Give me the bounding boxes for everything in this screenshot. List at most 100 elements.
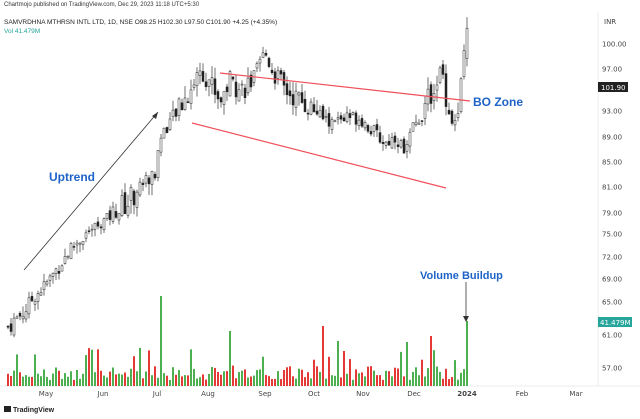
- volume-bar: [22, 376, 24, 386]
- candle: [195, 67, 199, 97]
- candle: [231, 76, 235, 82]
- volume-bar: [70, 371, 72, 386]
- volume-bar: [292, 376, 294, 386]
- volume-bar: [370, 366, 372, 386]
- volume-bar: [94, 372, 96, 386]
- volume-bar: [439, 371, 441, 386]
- price-tick: 65.00: [602, 299, 622, 307]
- volume-bar: [208, 374, 210, 386]
- lower-channel-line: [191, 122, 447, 189]
- candle: [153, 171, 157, 181]
- volume-bar: [283, 370, 285, 386]
- candle: [42, 273, 46, 296]
- volume-bar: [385, 370, 387, 386]
- volume-bar: [109, 371, 111, 386]
- time-tick: Mar: [569, 390, 582, 398]
- candle: [312, 97, 316, 113]
- candle: [219, 96, 223, 108]
- candle: [96, 216, 100, 230]
- time-tick: Sep: [258, 390, 272, 398]
- candle: [174, 108, 178, 122]
- time-tick: Jul: [152, 390, 162, 398]
- candle: [15, 315, 19, 319]
- candle: [222, 91, 226, 115]
- candle: [30, 291, 34, 302]
- volume-bar: [79, 378, 81, 386]
- volume-bar: [343, 351, 345, 386]
- time-tick: Dec: [407, 390, 421, 398]
- volume-legend: Vol 41.479M: [4, 28, 41, 35]
- volume-bar: [52, 373, 54, 386]
- candle: [330, 116, 334, 134]
- candle: [252, 70, 256, 87]
- volume-bar: [346, 373, 348, 386]
- candle: [261, 46, 265, 58]
- volume-bar: [19, 372, 21, 386]
- candle: [354, 110, 358, 132]
- volume-bar: [133, 356, 135, 386]
- volume-bar: [151, 375, 153, 386]
- candle: [75, 239, 79, 254]
- volume-bar: [382, 379, 384, 386]
- volume-bar: [352, 379, 354, 386]
- candle: [69, 241, 73, 260]
- candle: [300, 84, 304, 104]
- candle: [465, 17, 469, 67]
- uptrend-arrow-line: [23, 111, 159, 271]
- volume-bar: [85, 355, 87, 386]
- candle: [306, 109, 310, 121]
- candle: [18, 311, 22, 321]
- volume-bar: [160, 296, 162, 386]
- volume-bar: [37, 373, 39, 386]
- volume-bar: [190, 349, 192, 386]
- candle: [36, 290, 40, 310]
- volume-bar: [403, 376, 405, 386]
- candle: [351, 111, 355, 116]
- volume-bar: [319, 371, 321, 386]
- volume-bar: [271, 379, 273, 386]
- volume-bar: [211, 367, 213, 386]
- candle: [249, 70, 253, 92]
- candle: [138, 177, 142, 197]
- candle: [114, 203, 118, 219]
- candle: [129, 184, 133, 214]
- candle: [39, 287, 43, 296]
- volume-bar: [214, 367, 216, 386]
- price-tick: 97.00: [602, 66, 622, 74]
- volume-bar: [313, 359, 315, 386]
- price-tick: 100.00: [602, 41, 627, 49]
- candle: [108, 205, 112, 226]
- volume-bar: [58, 370, 60, 386]
- candle: [156, 150, 160, 182]
- candle: [294, 82, 298, 116]
- candle: [363, 120, 367, 131]
- candle: [282, 70, 286, 96]
- candle: [51, 272, 55, 284]
- volume-bar: [280, 379, 282, 386]
- volume-bar: [13, 370, 15, 386]
- last-volume-tag: [598, 317, 632, 327]
- volume-bar: [118, 373, 120, 386]
- volume-bar: [265, 375, 267, 386]
- volume-bar: [43, 369, 45, 386]
- candle: [420, 120, 424, 127]
- candle: [417, 119, 421, 125]
- symbol-info-line: SAMVRDHNA MTHRSN INTL LTD, 1D, NSE O98.2…: [4, 19, 278, 26]
- volume-bar: [205, 379, 207, 386]
- candle: [243, 83, 247, 105]
- candle: [117, 213, 121, 225]
- last-price-label: 101.90: [601, 84, 626, 92]
- candle: [186, 97, 190, 104]
- volume-bar: [277, 371, 279, 386]
- volume-bar: [256, 370, 258, 386]
- candle: [24, 304, 28, 323]
- volume-bar: [40, 376, 42, 386]
- volume-bar: [10, 376, 12, 386]
- time-tick: Oct: [308, 390, 320, 398]
- volume-bar: [376, 375, 378, 386]
- candle: [450, 109, 454, 126]
- volume-bar: [388, 371, 390, 386]
- candle: [210, 66, 214, 95]
- time-axis-ticks: May Jun Jul Aug Sep Oct Nov Dec 2024 Feb Mar: [39, 390, 583, 398]
